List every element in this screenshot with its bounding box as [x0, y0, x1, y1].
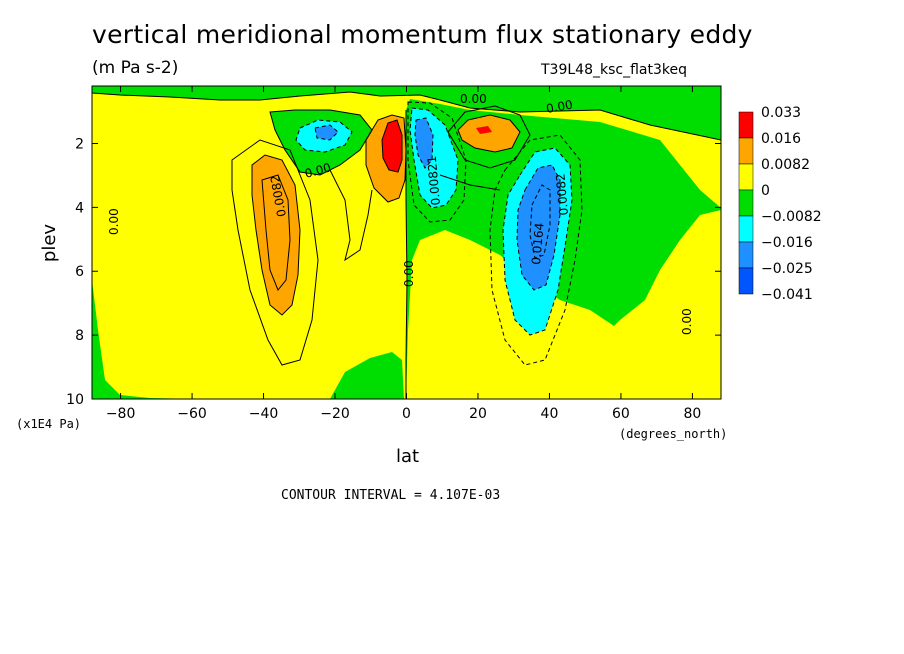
- x-tick-label: 20: [469, 406, 487, 422]
- legend-level-label: −0.016: [761, 235, 813, 251]
- fill-green-bottom-left: [92, 280, 200, 399]
- contour-sh-cyan-halo: [269, 109, 373, 176]
- x-tick-label: −20: [320, 406, 350, 422]
- legend-swatch: [738, 267, 754, 295]
- fill-blue-nh: [517, 165, 560, 290]
- contour-eq-orange: [365, 114, 407, 203]
- y-axis-label: plev: [39, 224, 60, 263]
- legend-level-label: 0: [761, 183, 770, 199]
- contour-nh-orange-outer: [447, 105, 531, 169]
- legend-swatch: [738, 215, 754, 243]
- chart-title: vertical meridional momentum flux statio…: [92, 20, 753, 49]
- contour-neg-eq-inner: [414, 117, 434, 169]
- x-tick-label: −60: [177, 406, 207, 422]
- legend-swatch: [738, 111, 754, 139]
- legend-swatch: [738, 241, 754, 269]
- contour-mid-thin: [329, 169, 373, 262]
- x-axis-label: lat: [396, 446, 420, 467]
- y-tick-label: 2: [75, 136, 84, 152]
- chart-units: (m Pa s-2): [92, 58, 179, 78]
- x-tick-label: −80: [106, 406, 136, 422]
- legend-level-label: 0.016: [761, 131, 801, 147]
- y-axis-unit: (x1E4 Pa): [16, 417, 82, 431]
- contour-neg-eq-outer: [407, 101, 467, 223]
- fill-orange-sh-lobe: [252, 155, 300, 315]
- legend-level-label: −0.025: [761, 261, 813, 277]
- contour-zero-eq: [405, 110, 408, 399]
- contour-label: 0.00: [460, 92, 487, 106]
- y-tick-label: 6: [75, 264, 84, 280]
- fill-green-bottom-mid: [330, 352, 404, 399]
- y-tick-label: 4: [75, 200, 84, 216]
- contour-neg-nh: [502, 147, 573, 336]
- contour-label: 0.00: [680, 308, 694, 335]
- fill-orange-nh: [458, 115, 520, 152]
- contour-label: 0.00: [545, 98, 574, 116]
- contour-lines: [92, 91, 721, 399]
- legend-level-label: 0.0082: [761, 157, 810, 173]
- fill-blue-sh: [315, 125, 338, 140]
- contour-neg-eq: [409, 107, 459, 209]
- contour-sh-lobe: [251, 154, 301, 316]
- contour-nh-thin: [439, 174, 501, 191]
- contour-neg-sh-inner: [314, 124, 339, 141]
- contour-sh-outer: [231, 139, 319, 366]
- fill-blue-eq: [415, 118, 433, 168]
- x-axis: −80 −60 −40 −20 0 20 40 60 80: [106, 86, 701, 422]
- contour-neg-nh-core: [529, 184, 551, 259]
- contour-neg-sh: [295, 119, 353, 153]
- y-tick-label: 8: [75, 328, 84, 344]
- contour-label: 0.0164: [529, 222, 547, 265]
- contour-nh-orange: [457, 114, 521, 153]
- legend-swatch: [738, 137, 754, 165]
- contour-label: 0.0082: [553, 173, 571, 216]
- contour-lines-dashed: [295, 101, 583, 366]
- contour-zero-top: [92, 91, 721, 141]
- x-tick-label: 60: [612, 406, 630, 422]
- contour-neg-nh-inner: [516, 164, 561, 291]
- contour-eq-red: [381, 119, 403, 173]
- contour-label: 0.00: [303, 160, 332, 180]
- legend-swatch: [738, 189, 754, 217]
- x-tick-label: 80: [683, 406, 701, 422]
- contour-label: 0.00: [402, 260, 416, 287]
- fill-yellow-nh-lower: [440, 372, 521, 399]
- x-tick-label: 40: [541, 406, 559, 422]
- x-tick-label: −40: [249, 406, 279, 422]
- filled-contours: [92, 86, 721, 399]
- contour-sh-inner: [261, 174, 291, 291]
- y-tick-label: 10: [66, 392, 84, 408]
- run-id: T39L48_ksc_flat3keq: [541, 62, 687, 78]
- contour-label: 0.00: [107, 208, 121, 235]
- x-tick-label: 0: [402, 406, 411, 422]
- legend-level-label: −0.0082: [761, 209, 822, 225]
- fill-yellow-nh-island: [600, 210, 721, 399]
- legend-level-label: 0.033: [761, 105, 801, 121]
- y-axis: 2 4 6 8 10: [66, 136, 721, 408]
- fill-red-eq: [382, 120, 402, 172]
- legend-swatch: [738, 163, 754, 191]
- contour-label: 0.00821: [425, 155, 443, 206]
- colorbar-legend: 0.033 0.016 0.0082 0 −0.0082 −0.016 −0.025 −0.0…: [738, 105, 822, 303]
- fill-red-nh: [476, 126, 492, 134]
- contour-interval: CONTOUR INTERVAL = 4.107E-03: [281, 488, 501, 503]
- legend-level-label: −0.041: [761, 287, 813, 303]
- x-axis-unit: (degrees_north): [619, 427, 728, 441]
